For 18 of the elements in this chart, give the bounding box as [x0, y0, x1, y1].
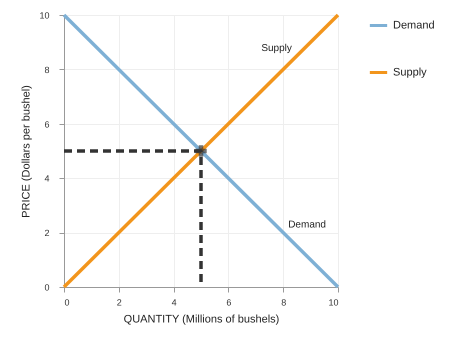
x-tick-label: 10 [328, 298, 338, 308]
y-tick-label: 0 [44, 282, 50, 292]
x-tick-label: 4 [172, 298, 177, 308]
y-tick-label: 2 [44, 228, 50, 238]
y-tick-label: 8 [44, 64, 50, 75]
x-axis-title: QUANTITY (Millions of bushels) [124, 314, 280, 326]
x-tick-label: 0 [64, 298, 70, 308]
y-tick-label: 6 [44, 119, 50, 130]
x-tick-label: 6 [226, 298, 232, 308]
annotation: Supply [261, 42, 292, 54]
annotation: Demand [288, 220, 326, 231]
y-tick-label: 4 [44, 174, 50, 184]
y-tick-label: 10 [39, 10, 50, 20]
x-tick-label: 8 [281, 298, 286, 308]
y-axis-title: PRICE (Dollars per bushel) [20, 85, 32, 218]
legend-label: Supply [393, 66, 428, 78]
x-tick-label: 2 [116, 298, 122, 308]
legend-label: Demand [393, 20, 435, 32]
